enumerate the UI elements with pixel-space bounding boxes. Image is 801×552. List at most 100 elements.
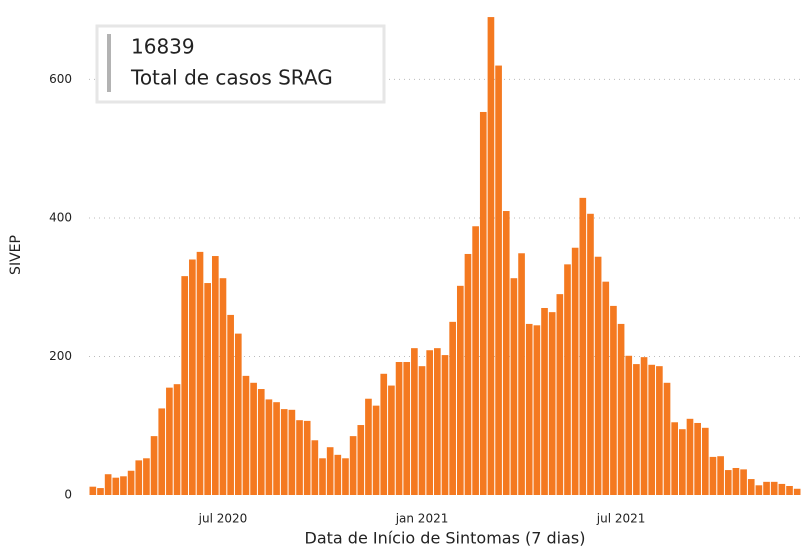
bar [196,251,204,495]
bar [449,321,456,495]
bar [479,111,487,495]
bar [602,281,610,495]
bar [349,436,357,495]
bar [257,389,265,495]
bar [227,314,234,495]
bar [679,429,686,495]
bar [487,17,495,496]
bar [671,422,679,495]
bar [342,458,349,495]
bar [434,348,441,495]
card [95,24,386,104]
bar [395,362,403,495]
y-tick-label: 400 [49,210,72,224]
bar [242,375,250,495]
bar [610,305,617,495]
bar [533,325,541,495]
bar [403,362,411,495]
bar [311,440,319,495]
bar [770,481,778,495]
bar [495,65,502,495]
y-tick-label: 0 [64,488,72,502]
bar [120,476,127,495]
bar [273,402,280,495]
bar [541,307,548,495]
bar [579,197,587,495]
bar [456,285,464,495]
bar [640,357,648,495]
bar [793,488,801,495]
bar [411,348,418,495]
bar [441,355,449,495]
bar [158,408,166,495]
x-axis-title: Data de Início de Sintomas (7 dias) [305,529,586,548]
bar [556,294,564,495]
bar [219,278,227,495]
bar [303,420,311,495]
bar [365,398,372,495]
bar [548,312,556,495]
bar [594,256,602,495]
bar [250,382,257,495]
bar [280,409,288,495]
bar [135,460,143,495]
bar [334,454,342,495]
bar [472,226,479,495]
bar [518,253,525,495]
bar [502,211,510,495]
bar [112,477,120,495]
bar [181,276,189,495]
bar [625,355,633,495]
bar [265,399,273,495]
bar [288,409,296,495]
bar [717,456,724,495]
bar [173,384,181,495]
bar [571,247,579,495]
bar [127,470,135,495]
bar [357,425,365,495]
bar [372,405,380,495]
y-tick-label: 600 [49,72,72,86]
bar [740,469,747,495]
bar [747,479,755,495]
bar [656,366,663,495]
x-tick-label: jan 2021 [395,512,449,526]
bar [763,481,770,495]
bar [755,485,763,495]
bar [694,422,701,495]
bar [709,456,717,495]
bar [97,488,104,495]
bar [724,470,732,495]
bar [234,333,242,495]
bar [510,278,518,495]
card-label: Total de casos SRAG [130,66,333,90]
bar [189,259,196,495]
bar [525,323,533,495]
bar [564,264,571,495]
bar [587,213,594,495]
bar [464,253,472,495]
bar [319,458,326,495]
y-tick-label: 200 [49,349,72,363]
bar [204,283,211,495]
bar [786,485,793,495]
bar [150,436,158,495]
bar [104,474,112,495]
card-accent [107,34,111,92]
bar [388,385,395,495]
bar [778,483,786,495]
card-value: 16839 [131,35,195,59]
x-tick-label: jul 2021 [596,512,646,526]
bar [418,366,426,495]
bar [648,364,656,495]
bar [143,458,150,495]
bar [732,467,740,495]
bar [617,323,625,495]
bar [326,447,334,495]
x-tick-label: jul 2020 [198,512,248,526]
bar [633,364,640,495]
bar [701,427,709,495]
bar [380,373,388,495]
y-axis-title: SIVEP [8,235,24,275]
